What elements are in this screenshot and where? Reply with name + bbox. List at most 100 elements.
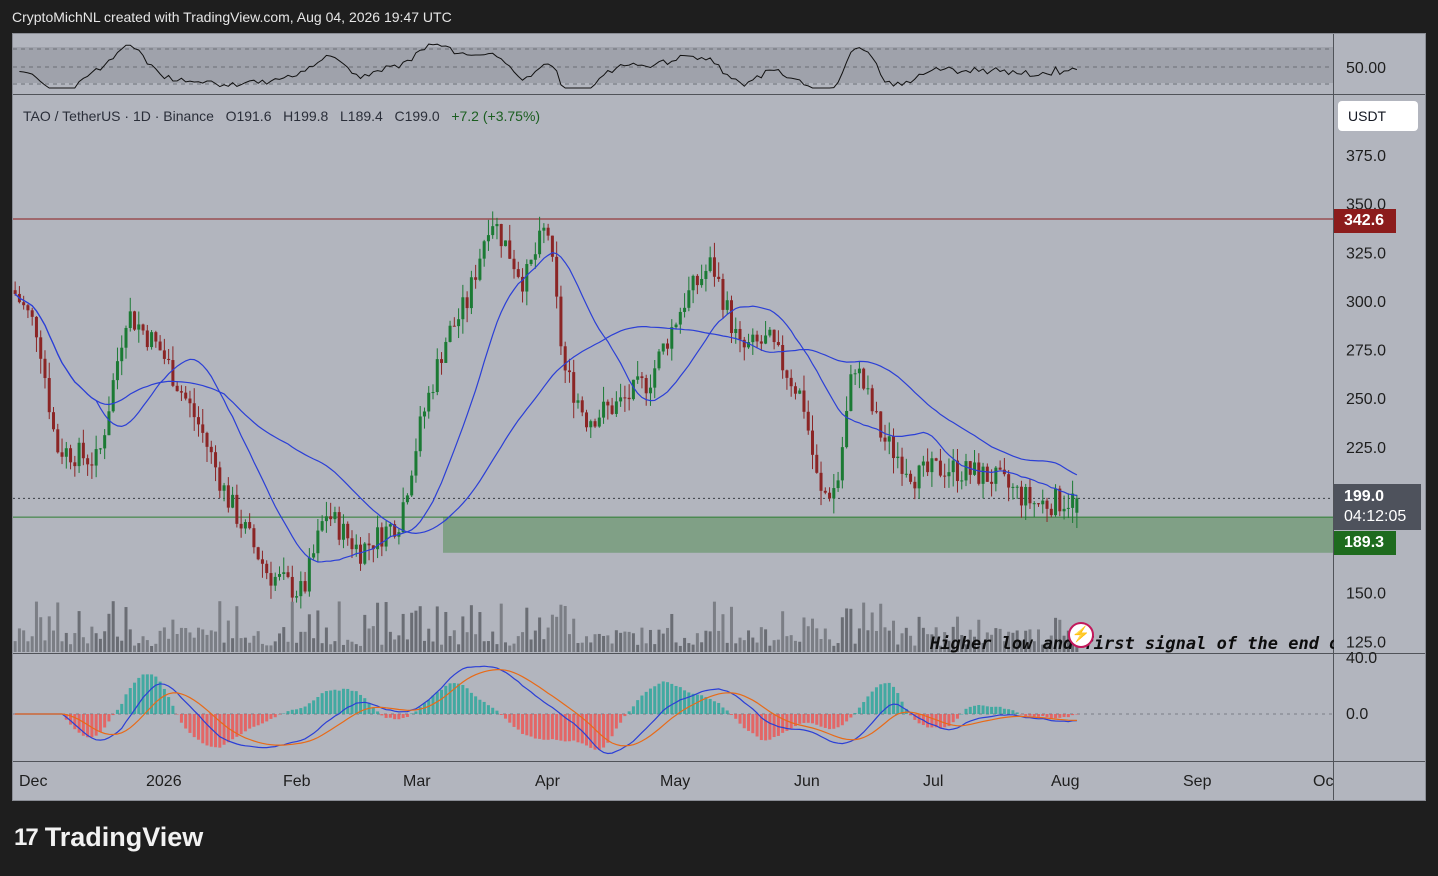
time-axis-label: Aug [1051,773,1079,790]
candle [1015,486,1019,488]
candle [896,456,900,459]
volume-bar [499,603,503,652]
candle [133,311,137,330]
volume-bar [316,610,320,652]
candle [857,368,861,374]
macd-histogram-bar [243,714,247,732]
volume-bar [333,641,337,652]
volume-bar [47,616,51,652]
macd-histogram-bar [874,687,878,714]
candle [158,341,162,351]
volume-bar [798,641,802,652]
macd-histogram-bar [640,695,644,714]
price-pane [13,211,1333,609]
volume-bar [329,644,333,652]
volume-bar [201,629,205,652]
macd-histogram-bar [683,690,687,714]
candle [474,277,478,280]
candle [913,481,917,489]
price-axis-label: 275.0 [1346,343,1386,360]
macd-histogram-bar [734,714,738,719]
time-axis-label: Jun [794,773,820,790]
macd-histogram-bar [657,683,661,714]
candle [81,442,85,459]
macd-histogram-bar [687,692,691,714]
candle [418,416,422,452]
macd-histogram-bar [955,714,959,719]
macd-histogram-bar [388,714,392,718]
volume-bar [444,611,448,652]
volume-bar [542,639,546,652]
volume-bar [904,627,908,652]
macd-histogram-bar [171,705,175,714]
candle [921,461,925,466]
candle [124,327,128,348]
macd-histogram-bar [231,714,235,740]
volume-bar [252,635,256,652]
volume-bar [320,643,324,652]
macd-histogram-bar [567,714,571,742]
candle [926,461,930,473]
volume-bar [653,644,657,652]
macd-histogram-bar [337,690,341,714]
macd-histogram-bar [260,714,264,724]
candle [644,378,648,394]
candle [440,359,444,363]
macd-histogram-bar [414,711,418,714]
legend-close: C199.0 [394,108,440,124]
price-axis-label: 375.0 [1346,148,1386,165]
candle [657,351,661,369]
volume-bar [354,644,358,652]
macd-histogram-bar [845,714,849,722]
chart-annotation[interactable]: Higher low and first signal of the end o… [930,634,1334,654]
macd-histogram-bar [542,714,546,740]
chart-frame[interactable]: 50.00 40.0 0.0 375.0 350.0 325.0 300.0 275.0 2… [12,33,1426,801]
candle [687,290,691,308]
volume-bar [687,643,691,652]
time-axis-divider [13,761,1425,762]
macd-histogram-bar [525,714,529,736]
legend-low: L189.4 [340,108,383,124]
macd-histogram-bar [418,707,422,714]
macd-histogram-bar [316,697,320,714]
volume-bar [555,616,559,652]
symbol-legend: TAO / TetherUS · 1D · Binance O191.6 H19… [23,108,540,124]
macd-histogram-bar [644,691,648,714]
candle [874,411,878,413]
volume-bar [22,630,26,652]
macd-histogram-bar [384,714,388,718]
bolt-icon[interactable]: ⚡ [1068,622,1094,648]
volume-bar [900,633,904,652]
candle [175,385,179,392]
volume-bar [363,614,367,652]
candle [1011,486,1015,488]
rsi-line [19,43,1078,89]
volume-bar [994,628,998,652]
volume-bar [107,613,111,652]
macd-histogram-bar [175,714,179,715]
macd-histogram-bar [1036,714,1040,717]
currency-button[interactable]: USDT [1338,101,1418,131]
tradingview-logo-icon: 17 [14,823,39,851]
candle [781,345,785,371]
macd-histogram-bar [836,714,840,728]
candle [904,473,908,475]
volume-bar [857,628,861,652]
candle [576,400,580,403]
chart-canvas[interactable]: 50.00 40.00.0 375.0350.0325.0300.0275.02… [13,34,1425,800]
candle [256,547,260,560]
candle [538,230,542,255]
macd-histogram-bar [533,714,537,739]
candle [39,337,43,359]
volume-bar [60,641,64,652]
time-axis-label: Feb [283,773,311,790]
volume-bar [631,633,635,652]
macd-histogram-bar [892,686,896,714]
candle [252,528,256,548]
candle [1024,486,1028,506]
volume-bar [874,630,878,652]
macd-histogram-bar [192,714,196,738]
macd-histogram-bar [248,714,252,729]
macd-histogram-bar [943,714,947,728]
macd-histogram-bar [712,701,716,714]
